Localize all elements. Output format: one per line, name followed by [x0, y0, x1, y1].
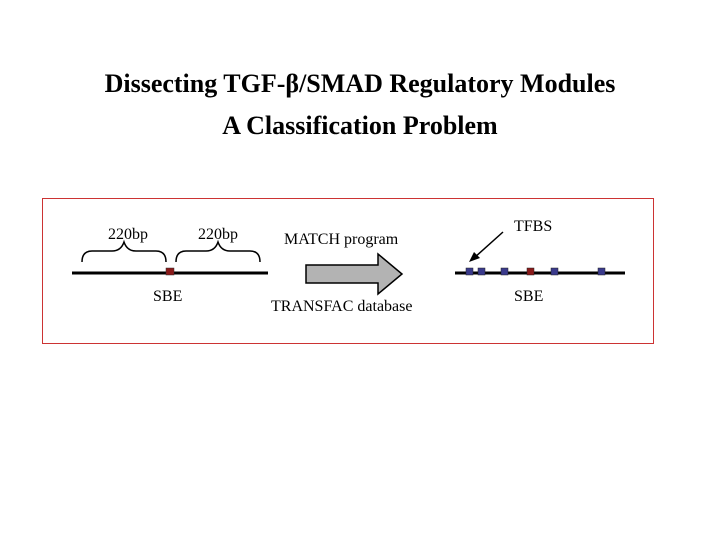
- sbe-site-marker: [165, 267, 175, 276]
- tfbs-site-marker: [477, 267, 486, 276]
- left-flank-label: 220bp: [108, 226, 148, 243]
- tfbs-label: TFBS: [514, 218, 553, 235]
- right-sbe-label: SBE: [514, 288, 544, 305]
- transfac-database-label: TRANSFAC database: [271, 298, 413, 315]
- right-flank-label: 220bp: [198, 226, 238, 243]
- tfbs-site-marker: [597, 267, 606, 276]
- match-program-label: MATCH program: [284, 231, 399, 248]
- beta-symbol: β: [285, 69, 300, 98]
- title-prefix: Dissecting TGF-: [104, 69, 286, 98]
- tfbs-pointer-line: [473, 231, 504, 259]
- processing-arrow: [305, 252, 404, 296]
- right-flank-brace: [175, 239, 261, 263]
- tfbs-site-marker: [550, 267, 559, 276]
- tfbs-site-marker: [465, 267, 474, 276]
- tfbs-site-marker: [500, 267, 509, 276]
- diagram-frame: [42, 198, 654, 344]
- title-line-1: Dissecting TGF-β/SMAD Regulatory Modules: [0, 68, 720, 100]
- sbe-site-marker: [526, 267, 535, 276]
- left-flank-brace: [81, 239, 167, 263]
- left-sbe-label: SBE: [153, 288, 183, 305]
- tfbs-pointer-head: [469, 252, 480, 262]
- title-suffix: /SMAD Regulatory Modules: [299, 69, 616, 98]
- title-line-2: A Classification Problem: [222, 111, 498, 140]
